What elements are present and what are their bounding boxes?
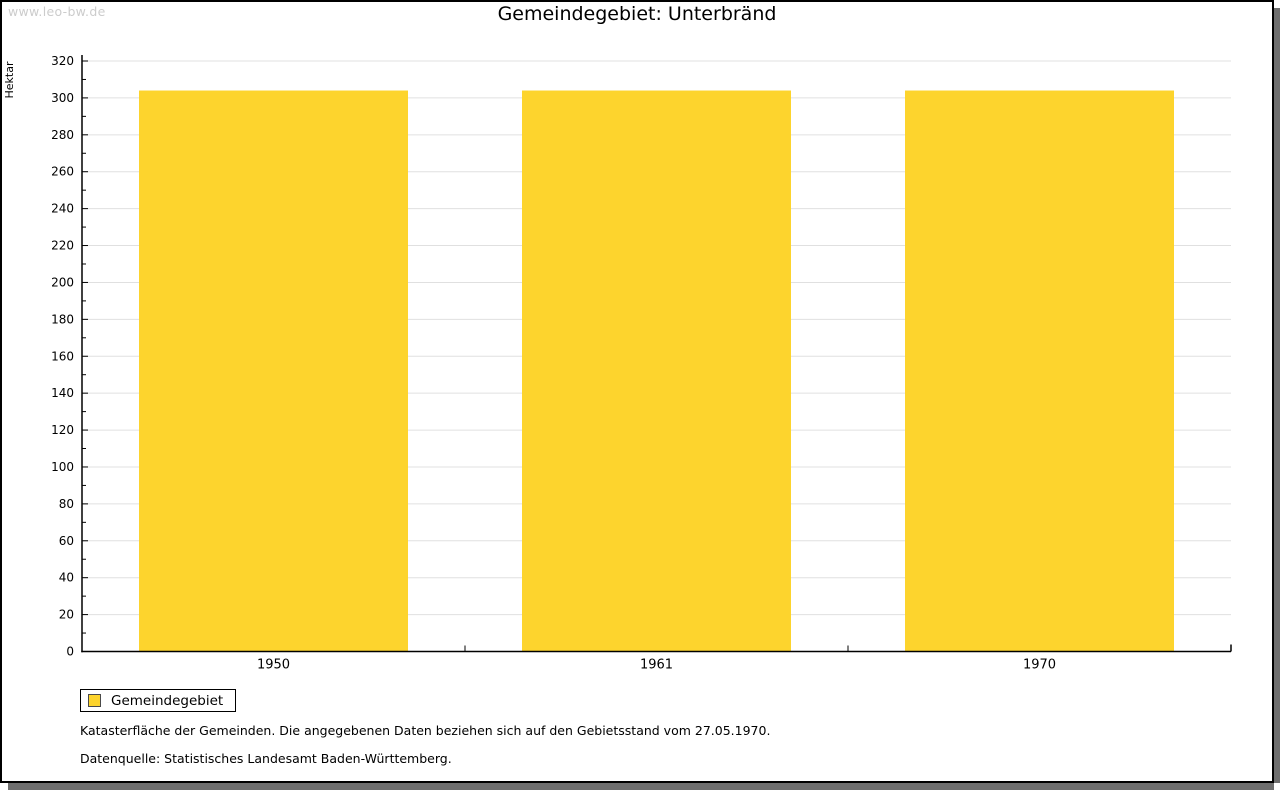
footnote-datasource: Datenquelle: Statistisches Landesamt Bad… [80, 751, 452, 766]
y-tick-label: 320 [51, 54, 74, 68]
x-tick-label: 1961 [640, 658, 673, 673]
frame-shadow-bottom [8, 783, 1274, 790]
bar-1961 [522, 90, 791, 652]
y-tick-label: 160 [51, 349, 74, 363]
y-axis-title: Hektar [3, 61, 16, 98]
watermark: www.leo-bw.de [8, 4, 106, 19]
y-tick-label: 220 [51, 239, 74, 253]
y-tick-label: 80 [59, 497, 74, 511]
y-tick-label: 40 [59, 571, 74, 585]
y-tick-label: 200 [51, 275, 74, 289]
x-tick-label: 1950 [257, 658, 290, 673]
y-tick-label: 260 [51, 165, 74, 179]
y-tick-label: 60 [59, 534, 74, 548]
y-tick-label: 240 [51, 202, 74, 216]
footnote-description: Katasterfläche der Gemeinden. Die angege… [80, 723, 771, 738]
bar-1950 [139, 90, 408, 652]
bar-1970 [905, 90, 1174, 652]
y-tick-label: 20 [59, 608, 74, 622]
y-tick-label: 180 [51, 312, 74, 326]
legend-label: Gemeindegebiet [111, 692, 224, 709]
frame-shadow-right [1274, 8, 1280, 783]
y-tick-label: 300 [51, 91, 74, 105]
legend: Gemeindegebiet [80, 689, 237, 712]
y-tick-label: 120 [51, 423, 74, 437]
chart-title: Gemeindegebiet: Unterbränd [497, 3, 777, 25]
y-tick-label: 0 [66, 645, 74, 659]
y-tick-label: 280 [51, 128, 74, 142]
y-tick-label: 140 [51, 386, 74, 400]
y-tick-label: 100 [51, 460, 74, 474]
x-tick-label: 1970 [1023, 658, 1056, 673]
legend-swatch-gemeindegebiet [88, 694, 101, 707]
